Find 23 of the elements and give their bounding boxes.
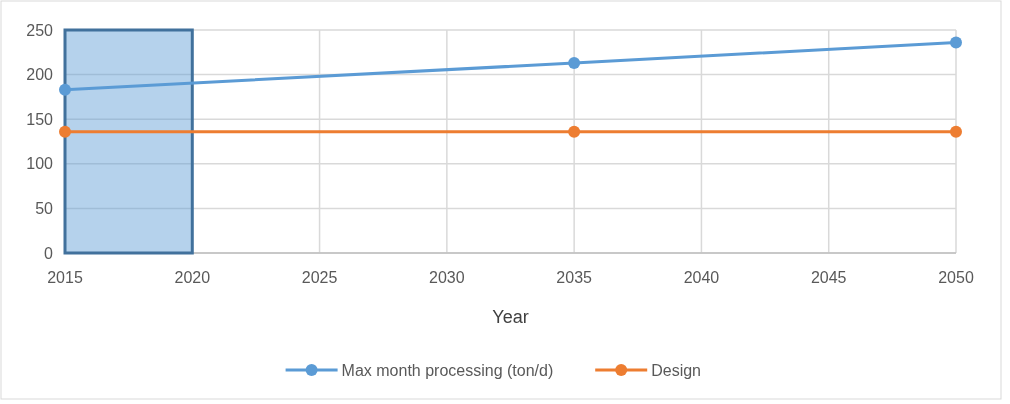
point bbox=[59, 125, 71, 138]
y-tick-label: 50 bbox=[35, 200, 54, 217]
legend-label: Max month processing (ton/d) bbox=[341, 361, 554, 379]
x-axis-title: Year bbox=[492, 307, 529, 327]
point bbox=[568, 125, 581, 138]
x-tick-label: 2020 bbox=[174, 269, 211, 286]
x-tick-label: 2045 bbox=[810, 269, 847, 286]
y-tick-label: 100 bbox=[26, 155, 54, 173]
x-tick-label: 2015 bbox=[47, 269, 83, 286]
x-tick-label: 2040 bbox=[683, 269, 720, 286]
point bbox=[950, 36, 962, 49]
y-tick-label: 150 bbox=[26, 110, 54, 128]
point bbox=[59, 83, 71, 96]
x-tick-label: 2035 bbox=[556, 269, 593, 286]
y-tick-label: 200 bbox=[26, 66, 54, 84]
x-tick-label: 2030 bbox=[429, 269, 465, 286]
x-tick-label: 2025 bbox=[301, 269, 338, 286]
legend-label: Design bbox=[651, 361, 702, 379]
y-tick-label: 0 bbox=[44, 244, 54, 262]
point bbox=[950, 125, 962, 138]
x-tick-label: 2050 bbox=[938, 269, 974, 286]
point bbox=[568, 57, 581, 69]
y-tick-label: 250 bbox=[26, 21, 54, 39]
